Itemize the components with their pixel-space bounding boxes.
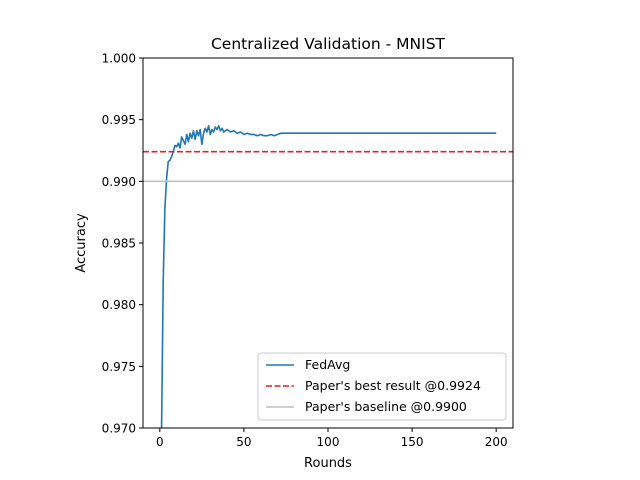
- legend-box: [257, 352, 507, 421]
- legend-label: Paper's baseline @0.9900: [305, 399, 467, 414]
- x-axis-label: Rounds: [304, 456, 352, 471]
- y-tick-label: 0.970: [102, 422, 136, 436]
- series-layer: [143, 125, 513, 428]
- legend: FedAvg Paper's best result @0.9924 Paper's…: [257, 352, 507, 421]
- x-tick-label: 0: [156, 435, 164, 449]
- x-tick-label: 50: [236, 435, 251, 449]
- x-tick-label: 150: [401, 435, 424, 449]
- legend-label: Paper's best result @0.9924: [305, 378, 481, 393]
- y-axis: 0.970 0.975 0.980 0.985 0.990 0.995 1.000: [102, 52, 143, 436]
- chart-title: Centralized Validation - MNIST: [211, 35, 446, 53]
- legend-label: FedAvg: [305, 357, 350, 372]
- x-tick-label: 200: [485, 435, 508, 449]
- series-line-fedavg: [160, 125, 497, 428]
- y-tick-label: 0.995: [102, 113, 136, 127]
- x-tick-label: 100: [317, 435, 340, 449]
- x-axis: 0 50 100 150 200: [156, 428, 508, 449]
- y-axis-label: Accuracy: [74, 213, 89, 273]
- y-tick-label: 0.985: [102, 237, 136, 251]
- y-tick-label: 0.975: [102, 360, 136, 374]
- y-tick-label: 0.980: [102, 298, 136, 312]
- y-tick-label: 1.000: [102, 52, 136, 66]
- y-tick-label: 0.990: [102, 175, 136, 189]
